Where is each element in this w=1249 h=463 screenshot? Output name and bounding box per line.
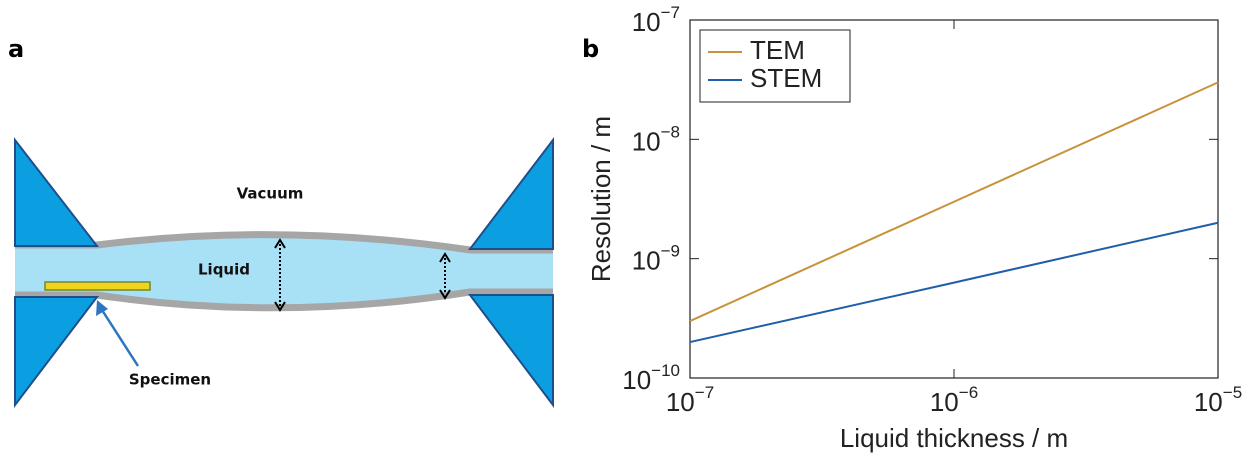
pointer-head xyxy=(96,300,108,316)
panel-label: b xyxy=(582,35,599,63)
specimen-label: Specimen xyxy=(129,371,211,389)
tick-base: 10 xyxy=(632,7,661,37)
tick-exponent: −6 xyxy=(959,383,978,402)
tick-label: 10−8 xyxy=(632,123,680,156)
series-line xyxy=(690,82,1218,321)
specimen xyxy=(45,282,150,290)
tick-exponent: −9 xyxy=(661,242,680,261)
tick-label: 10−9 xyxy=(632,242,680,275)
pointer-arrow xyxy=(102,310,138,366)
tick-base: 10 xyxy=(632,126,661,156)
tick-exponent: −7 xyxy=(661,3,680,22)
tick-label: 10−5 xyxy=(1194,383,1242,416)
cell-diagram: Vacuum Liquid Specimen xyxy=(15,140,553,405)
tick-base: 10 xyxy=(622,365,651,395)
frame xyxy=(470,140,553,249)
legend-label: TEM xyxy=(750,35,805,65)
tick-base: 10 xyxy=(930,387,959,417)
tick-exponent: −5 xyxy=(1223,383,1242,402)
legend-label: STEM xyxy=(750,63,822,93)
series-line xyxy=(690,223,1218,342)
tick-exponent: −8 xyxy=(661,123,680,142)
tick-label: 10−7 xyxy=(632,3,680,36)
tick-label: 10−7 xyxy=(666,383,714,416)
frame xyxy=(470,295,553,405)
frame xyxy=(15,297,97,405)
tick-base: 10 xyxy=(666,387,695,417)
frame xyxy=(15,140,97,246)
panel-label: a xyxy=(8,35,24,63)
tick-base: 10 xyxy=(1194,387,1223,417)
tick-exponent: −10 xyxy=(651,361,680,380)
tick-exponent: −7 xyxy=(695,383,714,402)
tick-base: 10 xyxy=(632,246,661,276)
tick-label: 10−6 xyxy=(930,383,978,416)
y-axis-label: Resolution / m xyxy=(586,116,616,282)
figure: a Vacuum Liquid Specimen b Liquid thickn… xyxy=(0,0,1249,459)
vacuum-label: Vacuum xyxy=(237,185,304,203)
x-axis-label: Liquid thickness / m xyxy=(840,423,1068,453)
liquid-label: Liquid xyxy=(198,261,250,279)
